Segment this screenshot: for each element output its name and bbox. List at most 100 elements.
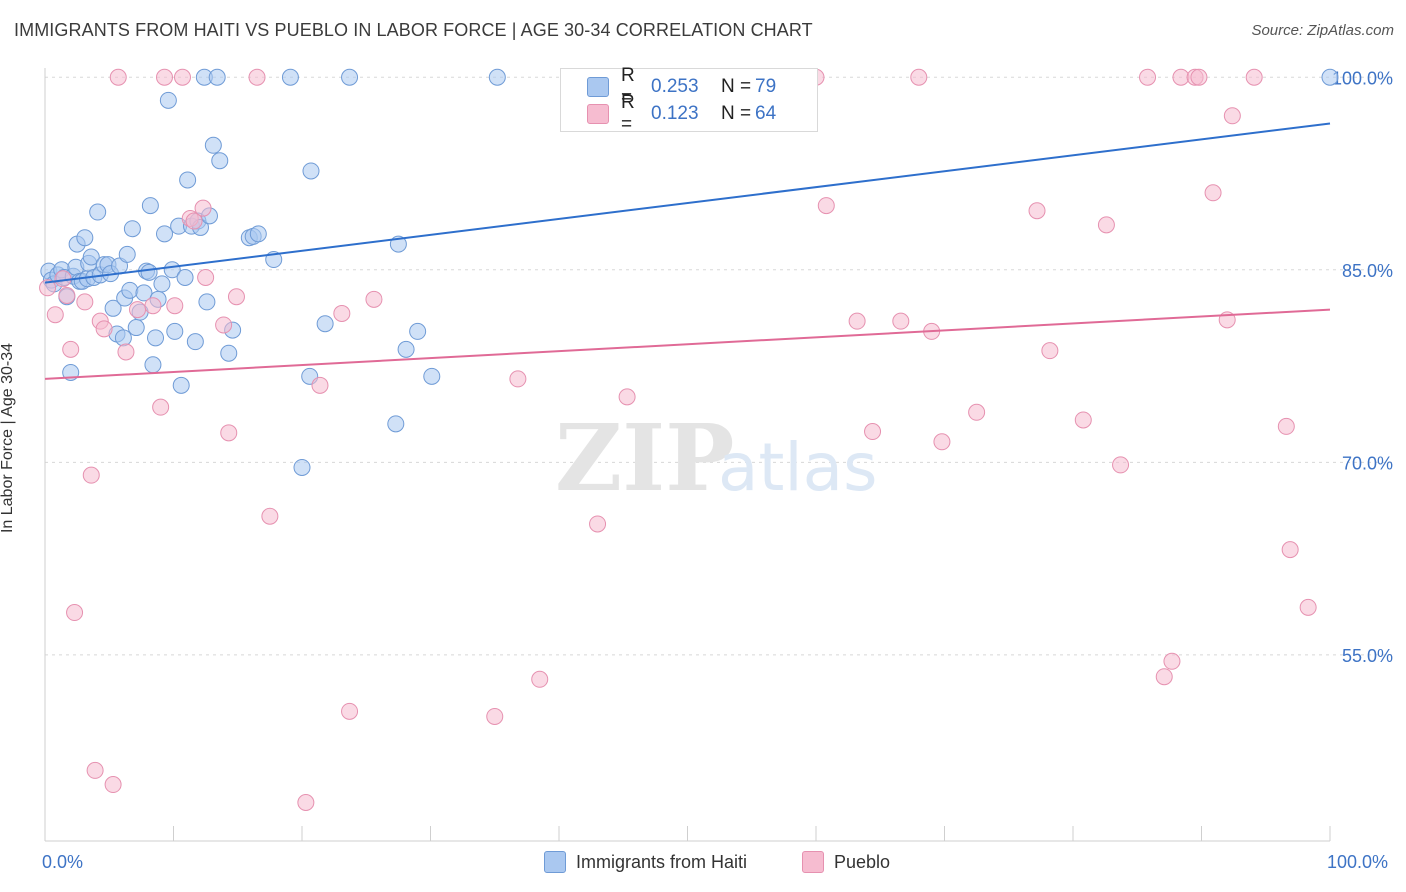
point-pueblo bbox=[1281, 541, 1299, 559]
point-haiti bbox=[121, 281, 139, 299]
point-pueblo bbox=[333, 304, 351, 322]
chart-title: IMMIGRANTS FROM HAITI VS PUEBLO IN LABOR… bbox=[14, 20, 813, 40]
point-haiti bbox=[141, 197, 159, 215]
point-pueblo bbox=[1074, 411, 1092, 429]
point-pueblo bbox=[892, 312, 910, 330]
trend-line-pueblo bbox=[44, 308, 1331, 380]
r-label: R = bbox=[621, 92, 635, 135]
point-haiti bbox=[114, 329, 132, 347]
point-pueblo bbox=[261, 507, 279, 525]
point-haiti bbox=[82, 248, 100, 266]
point-pueblo bbox=[618, 388, 636, 406]
y-tick-label: 55.0% bbox=[1342, 646, 1393, 666]
point-pueblo bbox=[365, 290, 383, 308]
legend-item-haiti[interactable]: Immigrants from Haiti bbox=[544, 851, 747, 873]
stats-row-haiti: R = 0.253 N = 79 bbox=[587, 65, 777, 108]
point-pueblo bbox=[62, 340, 80, 358]
point-pueblo bbox=[486, 707, 504, 725]
point-pueblo bbox=[1097, 216, 1115, 234]
point-haiti bbox=[176, 268, 194, 286]
point-pueblo bbox=[76, 293, 94, 311]
point-haiti bbox=[409, 322, 427, 340]
point-haiti bbox=[423, 367, 441, 385]
r-label: R = bbox=[621, 65, 635, 108]
point-pueblo bbox=[1163, 652, 1181, 670]
point-pueblo bbox=[1041, 342, 1059, 360]
point-pueblo bbox=[1277, 417, 1295, 435]
point-haiti bbox=[204, 136, 222, 154]
x-tick-label-min: 0.0% bbox=[42, 852, 84, 872]
point-pueblo bbox=[39, 279, 57, 297]
point-pueblo bbox=[1139, 68, 1157, 86]
point-haiti bbox=[166, 322, 184, 340]
point-haiti bbox=[135, 284, 153, 302]
point-pueblo bbox=[58, 286, 76, 304]
point-haiti bbox=[249, 225, 267, 243]
y-tick-label: 100.0% bbox=[1332, 68, 1393, 88]
point-haiti bbox=[127, 319, 145, 337]
n-label: N = bbox=[721, 103, 752, 124]
point-haiti bbox=[118, 245, 136, 263]
point-pueblo bbox=[46, 306, 64, 324]
n-value: 64 bbox=[755, 103, 777, 124]
point-pueblo bbox=[311, 376, 329, 394]
y-tick-label: 85.0% bbox=[1342, 261, 1393, 281]
point-pueblo bbox=[1190, 68, 1208, 86]
point-pueblo bbox=[82, 466, 100, 484]
legend-swatch-pueblo bbox=[802, 851, 824, 873]
point-haiti bbox=[341, 68, 359, 86]
axes bbox=[44, 68, 1331, 842]
gridlines bbox=[45, 76, 1393, 656]
watermark: ZIP atlas bbox=[555, 404, 878, 512]
point-haiti bbox=[159, 91, 177, 109]
point-haiti bbox=[316, 315, 334, 333]
point-pueblo bbox=[215, 316, 233, 334]
point-pueblo bbox=[1155, 668, 1173, 686]
trend-lines bbox=[44, 122, 1331, 380]
point-pueblo bbox=[156, 68, 174, 86]
point-haiti bbox=[220, 344, 238, 362]
point-haiti bbox=[302, 162, 320, 180]
point-pueblo bbox=[144, 297, 162, 315]
watermark-zip: ZIP bbox=[555, 404, 734, 512]
point-haiti bbox=[89, 203, 107, 221]
point-pueblo bbox=[197, 268, 215, 286]
point-pueblo bbox=[185, 212, 203, 230]
point-pueblo bbox=[1112, 456, 1130, 474]
point-haiti bbox=[293, 458, 311, 476]
point-haiti bbox=[172, 376, 190, 394]
point-pueblo bbox=[864, 423, 882, 441]
stats-box: R = 0.253 N = 79 R = 0.123 N = 64 bbox=[560, 65, 818, 135]
point-pueblo bbox=[104, 776, 122, 794]
point-haiti bbox=[211, 152, 229, 170]
point-pueblo bbox=[817, 197, 835, 215]
stats-row-pueblo: R = 0.123 N = 64 bbox=[587, 92, 777, 135]
point-pueblo bbox=[194, 199, 212, 217]
data-points bbox=[39, 68, 1339, 811]
point-haiti bbox=[186, 333, 204, 351]
point-pueblo bbox=[341, 702, 359, 720]
point-haiti bbox=[397, 340, 415, 358]
point-pueblo bbox=[173, 68, 191, 86]
r-value: 0.253 bbox=[651, 76, 699, 97]
point-pueblo bbox=[910, 68, 928, 86]
x-tick-label-max: 100.0% bbox=[1327, 852, 1389, 872]
point-haiti bbox=[140, 263, 158, 281]
point-pueblo bbox=[1172, 68, 1190, 86]
y-tick-labels: 55.0% 70.0% 85.0% 100.0% bbox=[1332, 68, 1393, 666]
stats-swatch-haiti bbox=[587, 77, 609, 97]
legend-item-pueblo[interactable]: Pueblo bbox=[802, 851, 890, 873]
n-value: 79 bbox=[755, 76, 777, 97]
y-tick-label: 70.0% bbox=[1342, 453, 1393, 473]
point-haiti bbox=[76, 229, 94, 247]
point-haiti bbox=[123, 220, 141, 238]
point-haiti bbox=[198, 293, 216, 311]
point-haiti bbox=[1321, 68, 1339, 86]
point-haiti bbox=[144, 356, 162, 374]
r-value: 0.123 bbox=[651, 103, 699, 124]
point-pueblo bbox=[1299, 598, 1317, 616]
legend-swatch-haiti bbox=[544, 851, 566, 873]
point-pueblo bbox=[66, 604, 84, 622]
point-pueblo bbox=[117, 343, 135, 361]
